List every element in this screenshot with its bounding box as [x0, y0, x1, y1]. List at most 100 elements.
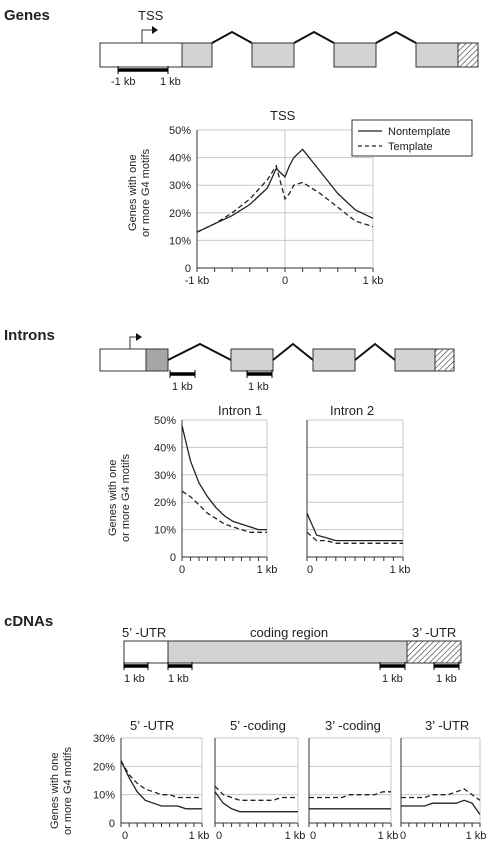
introns-ylabel: Genes with one or more G4 motifs	[107, 453, 132, 542]
x-tick-label: 0	[216, 830, 222, 842]
y-tick-label: 40%	[169, 153, 191, 165]
exon-4	[394, 348, 436, 372]
tss-chart: TSS 010%20%30%40%50%-1 kb 0 1 kb Nontempla…	[169, 108, 473, 287]
series-line-nontemplate	[306, 512, 403, 542]
x-tick-label: 0	[122, 830, 128, 842]
intron-1-connector	[167, 342, 232, 361]
legend-box	[351, 119, 473, 157]
coding-region-box	[167, 640, 408, 664]
y-tick-label: 40%	[154, 442, 176, 454]
gene-diagram: TSS -1 kb 1 kb	[99, 8, 479, 88]
utr5-chart: 5’ -UTR 0 10% 20% 30% 0 1 kb	[93, 718, 209, 842]
cdna-diagram: 5’ -UTR coding region 3’ -UTR 1 kb 1 kb …	[122, 625, 462, 685]
series-line-nontemplate	[196, 148, 374, 233]
x-tick-label: 0	[310, 830, 316, 842]
intron-connector-2	[293, 30, 335, 44]
intron2-chart: Intron 2 0 1 kb	[306, 403, 411, 576]
scale-label-2: 1 kb	[168, 673, 189, 685]
exon-3	[333, 42, 377, 68]
chart-title-utr3: 3’ -UTR	[425, 718, 469, 733]
y-tick-label: 50%	[169, 125, 191, 137]
coding5-chart: 5’ -coding 0 1 kb	[214, 718, 306, 842]
exon-4	[415, 42, 459, 68]
tss-arrow-icon	[141, 29, 152, 43]
utr5-label: 5’ -UTR	[122, 625, 166, 640]
utr3-chart: 3’ -UTR 0 1 kb	[400, 718, 486, 842]
y-tick-label: 0	[109, 818, 115, 830]
series-line-template	[401, 788, 481, 801]
series-line-template	[181, 490, 267, 533]
y-tick-label: 50%	[154, 415, 176, 427]
intron2-plot-area: 0 1 kb	[306, 419, 411, 576]
x-tick-label: 1 kb	[285, 830, 306, 842]
x-tick-label: 1 kb	[257, 564, 278, 576]
coding-region-label: coding region	[250, 625, 328, 640]
chart-title-tss: TSS	[270, 108, 296, 123]
y-tick-label: 10%	[93, 790, 115, 802]
scale-label-left: -1 kb	[111, 76, 135, 88]
x-tick-label: 1 kb	[390, 564, 411, 576]
scale-label-right: 1 kb	[160, 76, 181, 88]
tss-plot-area: 010%20%30%40%50%-1 kb 0 1 kb	[169, 125, 383, 287]
exon-2	[230, 348, 274, 372]
tss-label: TSS	[138, 8, 164, 23]
y-tick-label: 0	[170, 552, 176, 564]
utr3-label: 3’ -UTR	[412, 625, 456, 640]
section-title-genes: Genes	[4, 7, 50, 24]
series-line-nontemplate	[181, 425, 267, 531]
y-tick-label: 0	[185, 263, 191, 275]
section-title-introns: Introns	[4, 327, 55, 344]
ylabel-line1: Genes with one	[127, 155, 139, 231]
x-tick-label: 1 kb	[378, 830, 399, 842]
y-tick-label: 30%	[93, 733, 115, 745]
tss-arrow-icon	[129, 336, 136, 349]
x-tick-label: 1 kb	[189, 830, 210, 842]
legend-label-template: Template	[388, 141, 433, 153]
ylabel-line2: or more G4 motifs	[140, 148, 152, 237]
chart-title-intron2: Intron 2	[330, 403, 374, 418]
x-tick-label: 0	[282, 275, 288, 287]
chart-title-coding5: 5’ -coding	[230, 718, 286, 733]
chart-title-utr5: 5’ -UTR	[130, 718, 174, 733]
scale-label-intron1: 1 kb	[172, 381, 193, 393]
exon-3	[312, 348, 356, 372]
x-tick-label: 1 kb	[363, 275, 384, 287]
utr5-plot-area: 0 10% 20% 30% 0 1 kb	[93, 733, 209, 842]
y-tick-label: 10%	[169, 235, 191, 247]
y-tick-label: 20%	[93, 761, 115, 773]
intron-3-connector	[354, 342, 396, 361]
section-title-cdnas: cDNAs	[4, 613, 53, 630]
x-tick-label: -1 kb	[185, 275, 209, 287]
scale-label-3: 1 kb	[382, 673, 403, 685]
scale-label-1: 1 kb	[124, 673, 145, 685]
utr3-plot-area: 0 1 kb	[400, 737, 486, 842]
ylabel-line2: or more G4 motifs	[62, 746, 74, 835]
intron-2-connector	[272, 342, 314, 361]
ylabel-line1: Genes with one	[107, 460, 119, 536]
intron1-plot-area: 0 10% 20% 30% 40% 50% 0 1 kb	[154, 415, 277, 576]
exon-1-coding	[181, 42, 213, 68]
legend-label-nontemplate: Nontemplate	[388, 126, 450, 138]
coding5-plot-area: 0 1 kb	[214, 737, 306, 842]
intron-connector-1	[211, 30, 253, 44]
series-line-template	[306, 531, 403, 544]
introns-diagram: 1 kb 1 kb	[99, 333, 455, 393]
cdna-ylabel: Genes with one or more G4 motifs	[49, 746, 74, 835]
series-line-nontemplate	[214, 791, 298, 813]
ylabel-line1: Genes with one	[49, 753, 61, 829]
series-line-template	[214, 785, 298, 801]
scale-label-intron2: 1 kb	[248, 381, 269, 393]
utr3-box	[406, 640, 462, 664]
y-tick-label: 30%	[154, 470, 176, 482]
chart-title-coding3: 3’ -coding	[325, 718, 381, 733]
y-tick-label: 30%	[169, 180, 191, 192]
exon-1-utr	[99, 348, 147, 372]
scale-label-4: 1 kb	[436, 673, 457, 685]
tss-arrowhead-icon	[152, 26, 158, 34]
utr5-box	[123, 640, 169, 664]
chart-title-intron1: Intron 1	[218, 403, 262, 418]
exon-4-utr	[457, 42, 479, 68]
exon-2	[251, 42, 295, 68]
coding3-plot-area: 0 1 kb	[308, 737, 399, 842]
